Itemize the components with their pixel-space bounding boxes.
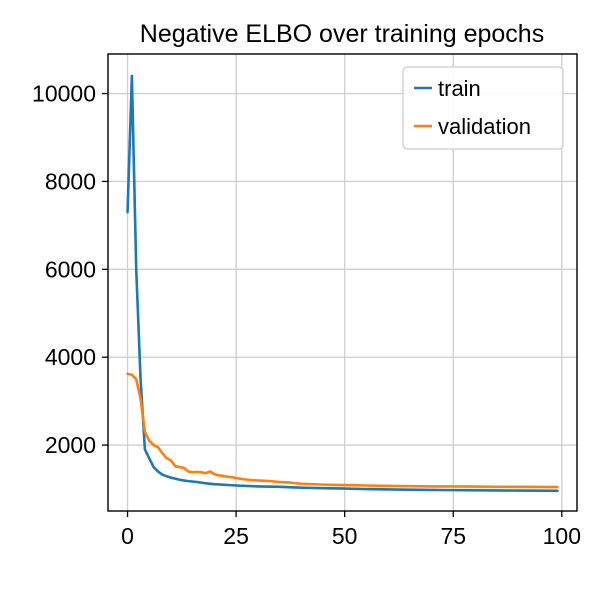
legend-box	[402, 66, 564, 150]
x-tick-label: 0	[121, 523, 134, 549]
plot-frame	[107, 53, 578, 512]
legend-label-validation: validation	[438, 114, 531, 139]
x-tick-label: 100	[543, 523, 581, 549]
axis-ticks: 0 25 50 75 100 2000 4000 6000 8000 10000	[32, 81, 581, 549]
y-tick-label: 2000	[45, 432, 96, 458]
series-layer	[126, 74, 559, 493]
series-line-train	[126, 74, 559, 493]
x-tick-label: 75	[440, 523, 466, 549]
legend: train validation	[402, 66, 564, 150]
y-tick-label: 4000	[45, 344, 96, 370]
y-tick-label: 10000	[32, 81, 96, 107]
legend-label-train: train	[438, 76, 481, 101]
x-tick-label: 25	[223, 523, 249, 549]
x-tick-label: 50	[332, 523, 358, 549]
series-line-validation	[126, 372, 559, 489]
y-tick-label: 6000	[45, 256, 96, 282]
chart-title: Negative ELBO over training epochs	[140, 20, 544, 48]
y-tick-label: 8000	[45, 168, 96, 194]
